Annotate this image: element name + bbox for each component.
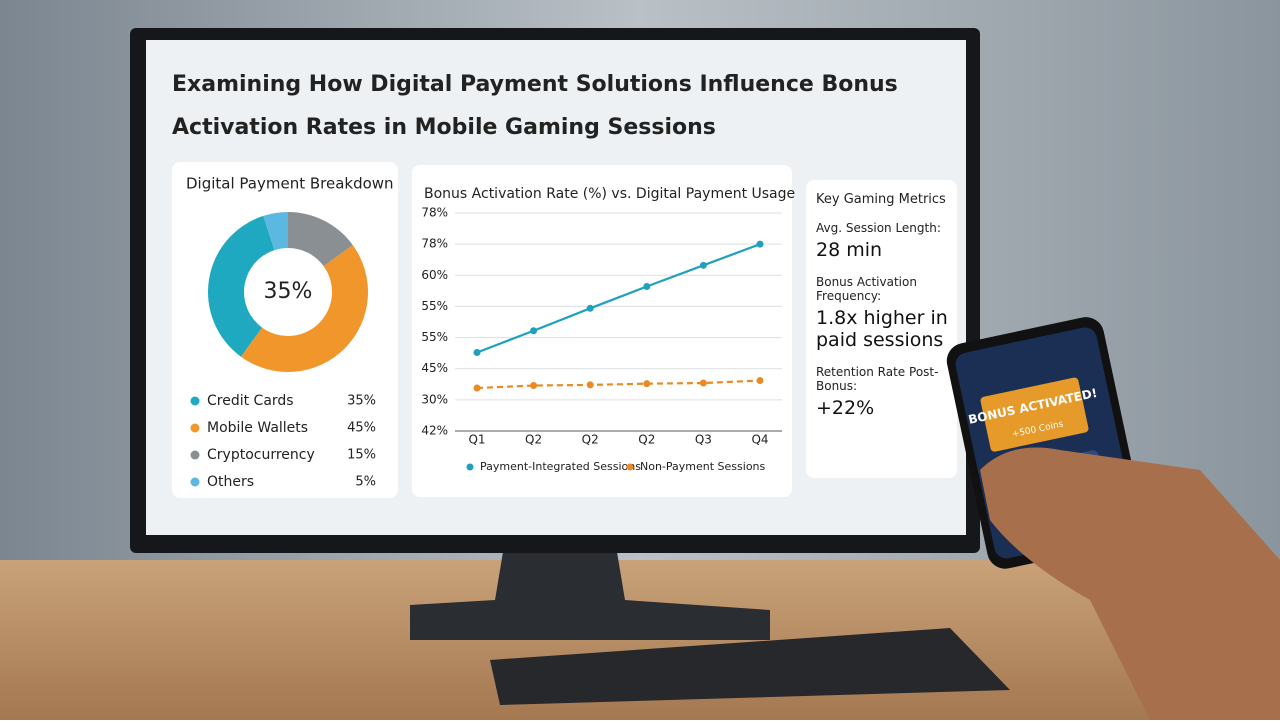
legend-dot: [190, 423, 200, 433]
dashboard-title-line: Examining How Digital Payment Solutions …: [172, 72, 898, 140]
series-point: [473, 384, 481, 392]
legend-value: 45%: [347, 421, 376, 436]
y-tick-label: 60%: [421, 268, 448, 282]
x-tick-label: Q3: [695, 433, 712, 447]
legend-label: Credit Cards: [207, 393, 294, 409]
legend-dot: [626, 463, 634, 471]
legend-value: 15%: [347, 448, 376, 463]
pie-slice: [288, 212, 353, 267]
y-tick-label: 55%: [421, 330, 448, 344]
series-point: [643, 380, 651, 388]
metric-label: Retention Rate Post-Bonus:: [816, 365, 939, 393]
keyboard: [490, 628, 1010, 705]
series-point: [756, 240, 764, 248]
metric-value: 1.8x higher in paid sessions: [816, 307, 948, 351]
metrics-list: Key Gaming Metrics Avg. Session Length: 2…: [816, 192, 954, 419]
legend-label: Cryptocurrency: [207, 447, 315, 463]
hand: [980, 447, 1280, 720]
x-tick-label: Q2: [582, 433, 599, 447]
legend-value: 5%: [355, 475, 376, 490]
series-point: [643, 282, 651, 290]
metric-label: Bonus Activation Frequency:: [816, 275, 917, 303]
y-tick-label: 30%: [421, 392, 448, 406]
legend-dot: [466, 463, 474, 471]
line-card: [412, 165, 792, 497]
legend-dot: [190, 450, 200, 460]
x-tick-label: Q4: [751, 433, 768, 447]
series-point: [756, 377, 764, 385]
legend-label: Others: [207, 474, 254, 490]
series-point: [586, 381, 594, 389]
metric-value: 28 min: [816, 239, 883, 261]
y-tick-label: 42%: [421, 424, 448, 438]
legend-label: Non-Payment Sessions: [640, 460, 766, 473]
metrics-panel: Key Gaming Metrics Avg. Session Length: 2…: [816, 192, 954, 419]
series-line: [476, 379, 761, 390]
legend-value: 35%: [347, 394, 376, 409]
metrics-title: Key Gaming Metrics: [816, 192, 946, 207]
pie-slice: [208, 215, 275, 357]
y-tick-label: 78%: [421, 237, 448, 251]
y-tick-label: 78%: [421, 206, 448, 220]
y-tick-label: 55%: [421, 299, 448, 313]
legend-dot: [190, 477, 200, 487]
series-point: [473, 349, 481, 357]
series-line: [476, 243, 761, 354]
bonus-banner: [980, 377, 1089, 452]
x-tick-label: Q1: [468, 433, 485, 447]
pie-center-label: 35%: [264, 279, 313, 304]
metrics-card: [806, 180, 957, 478]
monitor-stand: [410, 540, 770, 640]
series-point: [699, 261, 707, 269]
x-tick-label: Q2: [525, 433, 542, 447]
pie-slice: [263, 212, 288, 251]
series-point: [586, 304, 594, 312]
metric-value: +22%: [816, 397, 875, 419]
legend-dot: [190, 396, 200, 406]
legend-label: Payment-Integrated Sessions: [480, 460, 641, 473]
series-point: [699, 379, 707, 387]
pie-title: Digital Payment Breakdown: [186, 175, 394, 193]
metric-label: Avg. Session Length:: [816, 221, 941, 235]
series-point: [530, 327, 538, 335]
pie-slice: [240, 244, 369, 373]
series-point: [530, 382, 538, 390]
x-tick-label: Q2: [638, 433, 655, 447]
line-title: Bonus Activation Rate (%) vs. Digital Pa…: [424, 186, 795, 202]
legend-label: Mobile Wallets: [207, 420, 308, 436]
y-tick-label: 45%: [421, 361, 448, 375]
